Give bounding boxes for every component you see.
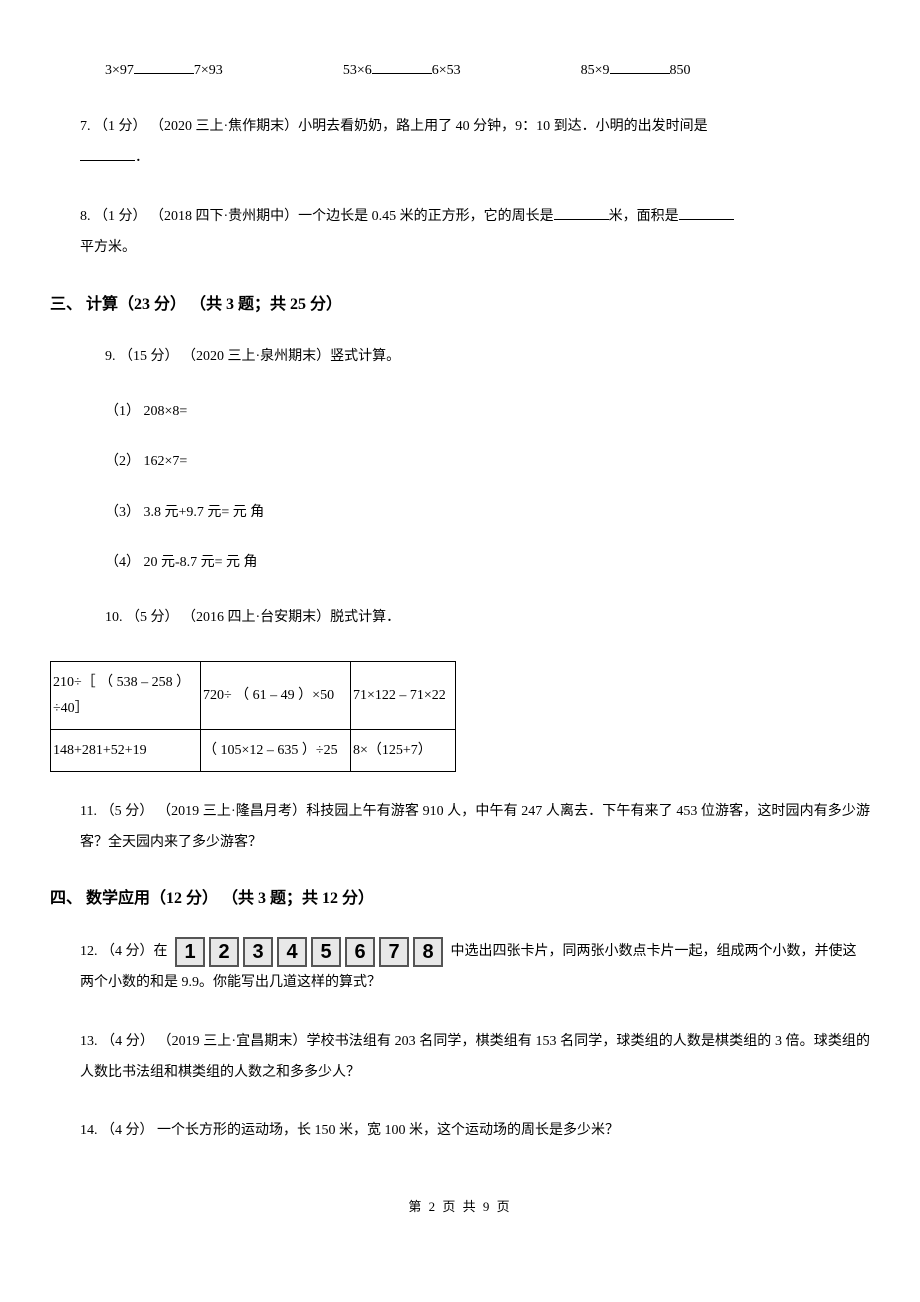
- table-cell: （ 105×12 – 635 ）÷25: [201, 729, 351, 771]
- compare-2-right: 6×53: [432, 63, 461, 78]
- number-card: 8: [413, 937, 443, 967]
- table-row: 210÷［ （ 538 – 258 ）÷40］ 720÷ （ 61 – 49 ）…: [51, 662, 456, 729]
- number-card: 2: [209, 937, 239, 967]
- question-13: 13. （4 分） （2019 三上·宜昌期末）学校书法组有 203 名同学，棋…: [50, 1027, 870, 1089]
- compare-3-right: 850: [670, 63, 691, 78]
- question-12: 12. （4 分）在 1 2 3 4 5 6 7 8 中选出四张卡片，同两张小数…: [50, 937, 870, 999]
- blank: [679, 206, 734, 220]
- number-card: 3: [243, 937, 273, 967]
- blank: [80, 147, 135, 161]
- table-cell: 720÷ （ 61 – 49 ）×50: [201, 662, 351, 729]
- question-7: 7. （1 分） （2020 三上·焦作期末）小明去看奶奶，路上用了 40 分钟…: [50, 112, 870, 174]
- number-card: 4: [277, 937, 307, 967]
- comparison-row: 3×97 7×93 53×6 6×53 85×9 850: [50, 60, 870, 82]
- table-cell: 8×（125+7）: [351, 729, 456, 771]
- compare-item-1: 3×97 7×93: [105, 60, 223, 82]
- table-row: 148+281+52+19 （ 105×12 – 635 ）÷25 8×（125…: [51, 729, 456, 771]
- compare-item-2: 53×6 6×53: [343, 60, 461, 82]
- blank: [134, 60, 194, 74]
- q7-text: 7. （1 分） （2020 三上·焦作期末）小明去看奶奶，路上用了 40 分钟…: [80, 119, 708, 134]
- section-4-header: 四、 数学应用（12 分） （共 3 题；共 12 分）: [50, 886, 870, 912]
- q7-suffix: ．: [135, 150, 149, 165]
- q8-p3: 平方米。: [80, 240, 136, 255]
- question-9-header: 9. （15 分） （2020 三上·泉州期末）竖式计算。: [50, 342, 870, 373]
- number-card: 1: [175, 937, 205, 967]
- q8-p2: 米，面积是: [609, 209, 679, 224]
- table-cell: 71×122 – 71×22: [351, 662, 456, 729]
- q9-sub1: （1） 208×8=: [50, 401, 870, 423]
- question-8: 8. （1 分） （2018 四下·贵州期中）一个边长是 0.45 米的正方形，…: [50, 202, 870, 264]
- q9-sub4: （4） 20 元-8.7 元= 元 角: [50, 552, 870, 574]
- blank: [554, 206, 609, 220]
- q8-p1: 8. （1 分） （2018 四下·贵州期中）一个边长是 0.45 米的正方形，…: [80, 209, 554, 224]
- question-10-header: 10. （5 分） （2016 四上·台安期末）脱式计算．: [50, 603, 870, 634]
- number-card: 7: [379, 937, 409, 967]
- question-14: 14. （4 分） 一个长方形的运动场，长 150 米，宽 100 米，这个运动…: [50, 1116, 870, 1147]
- section-3-header: 三、 计算（23 分） （共 3 题；共 25 分）: [50, 292, 870, 318]
- q9-sub2: （2） 162×7=: [50, 451, 870, 473]
- blank: [372, 60, 432, 74]
- compare-1-right: 7×93: [194, 63, 223, 78]
- table-cell: 210÷［ （ 538 – 258 ）÷40］: [51, 662, 201, 729]
- number-card: 6: [345, 937, 375, 967]
- card-boxes: 1 2 3 4 5 6 7 8: [175, 937, 443, 967]
- page-footer: 第 2 页 共 9 页: [50, 1197, 870, 1218]
- compare-1-left: 3×97: [105, 63, 134, 78]
- blank: [610, 60, 670, 74]
- table-cell: 148+281+52+19: [51, 729, 201, 771]
- calculation-table: 210÷［ （ 538 – 258 ）÷40］ 720÷ （ 61 – 49 ）…: [50, 661, 456, 772]
- q12-prefix: 12. （4 分）在: [80, 944, 168, 959]
- compare-2-left: 53×6: [343, 63, 372, 78]
- compare-3-left: 85×9: [581, 63, 610, 78]
- compare-item-3: 85×9 850: [581, 60, 691, 82]
- q9-sub3: （3） 3.8 元+9.7 元= 元 角: [50, 502, 870, 524]
- number-card: 5: [311, 937, 341, 967]
- question-11: 11. （5 分） （2019 三上·隆昌月考）科技园上午有游客 910 人，中…: [50, 797, 870, 859]
